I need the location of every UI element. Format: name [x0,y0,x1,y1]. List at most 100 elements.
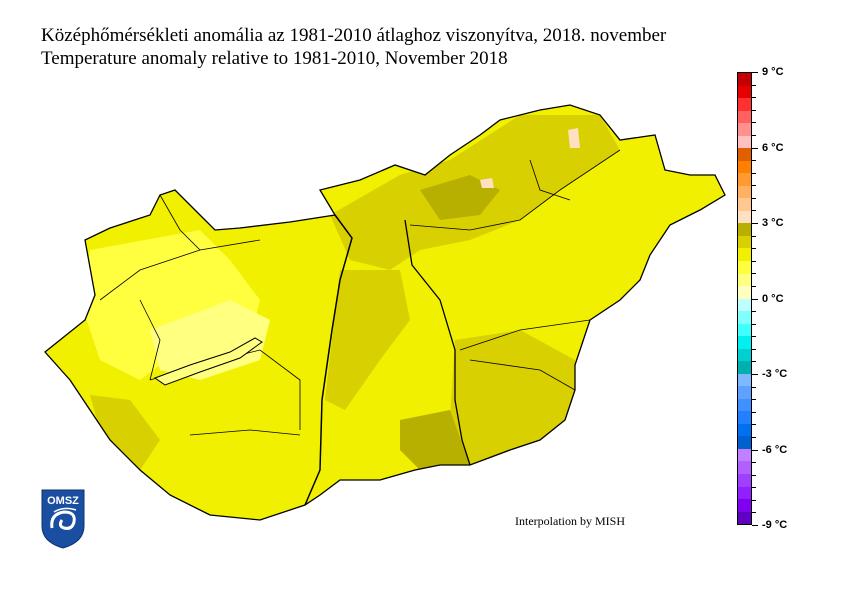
colorbar-tick [752,348,756,350]
colorbar-tick [752,97,756,99]
logo-shield [41,489,85,549]
colorbar [737,72,752,525]
colorbar-label: 3 °C [762,217,784,229]
colorbar-tick [752,311,756,313]
colorbar-tick [752,160,756,162]
colorbar-bin [738,85,751,99]
colorbar-label: -3 °C [762,368,788,380]
colorbar-bin [738,423,751,437]
colorbar-tick [752,223,758,224]
colorbar-tick [752,109,756,111]
colorbar-bin [738,336,751,349]
colorbar-tick [752,525,758,526]
title-hungarian: Középhőmérsékleti anomália az 1981-2010 … [41,25,667,46]
county-border [189,429,301,436]
colorbar-bin [738,223,751,236]
colorbar-tick [752,436,756,438]
region-danube-tisza-dark [325,270,410,410]
colorbar-bin [738,436,751,449]
colorbar-bin [738,448,751,462]
danube-river [304,214,353,506]
region-mountain-dark [420,175,500,220]
colorbar-tick [752,273,756,275]
colorbar-tick [752,147,758,149]
colorbar-bin [738,135,751,149]
colorbar-bin [738,198,751,211]
colorbar-tick [752,197,756,199]
colorbar-tick [752,285,756,287]
county-border [529,159,571,201]
colorbar-bin [738,311,751,324]
colorbar-label: 0 °C [762,292,784,305]
colorbar-bin [738,361,751,374]
colorbar-tick [752,386,756,388]
colorbar-bin [738,148,751,161]
colorbar-tick [752,323,756,325]
logo-text: OMSZ [47,495,79,507]
colorbar-bin [738,298,751,312]
colorbar-bin [738,386,751,399]
colorbar-bin [738,73,751,86]
county-border [159,194,201,251]
colorbar-bin [738,260,751,274]
title-english: Temperature anomaly relative to 1981-201… [41,48,508,69]
county-border [469,359,576,391]
colorbar-tick [752,210,756,212]
colorbar-label: -6 °C [762,443,788,456]
county-border [409,149,621,231]
colorbar-tick [752,449,758,451]
colorbar-tick [752,122,756,124]
colorbar-tick [752,424,756,426]
logo-wave [50,510,76,530]
colorbar-bin [738,474,751,487]
colorbar-tick [752,411,756,413]
colorbar-tick [752,374,758,375]
lake-balaton [153,337,263,386]
colorbar-tick [752,185,756,187]
region-northeast-warm [568,128,580,148]
colorbar-tick [752,172,756,174]
colorbar-bin [738,398,751,412]
colorbar-bin [738,98,751,111]
colorbar-bin [738,499,751,512]
region-southeast-dark [450,330,575,465]
county-borders [99,149,621,506]
colorbar-label: 6 °C [762,141,784,154]
colorbar-tick [752,72,758,73]
colorbar-bin [738,185,751,199]
county-border [139,299,161,381]
colorbar-tick [752,84,756,86]
colorbar-bin [738,348,751,362]
tisza-river [404,219,471,466]
region-south-dark [400,410,470,470]
colorbar-bin [738,273,751,287]
county-border [459,319,591,351]
county-border [99,239,261,301]
interpolation-credit: Interpolation by MISH [515,514,625,528]
region-north-warm [480,178,494,188]
colorbar-label: 9 °C [762,66,784,78]
colorbar-bin [738,123,751,136]
colorbar-tick [752,248,756,250]
colorbar-tick [752,235,756,237]
colorbar-tick [752,298,758,300]
region-bakony-light [150,300,270,380]
colorbar-bin [738,461,751,474]
colorbar-tick [752,499,756,501]
colorbar-bin [738,511,751,525]
colorbar-tick [752,474,756,476]
colorbar-tick [752,336,756,338]
colorbar-bin [738,110,751,124]
colorbar-bin [738,210,751,224]
colorbar-tick [752,462,756,464]
colorbar-tick [752,260,756,262]
colorbar-label: -9 °C [762,519,788,531]
colorbar-bin [738,411,751,424]
colorbar-bin [738,173,751,186]
colorbar-tick [752,134,756,136]
colorbar-bin [738,323,751,337]
region-west-edge-dark [90,395,160,470]
colorbar-bin [738,248,751,261]
colorbar-tick [752,399,756,401]
